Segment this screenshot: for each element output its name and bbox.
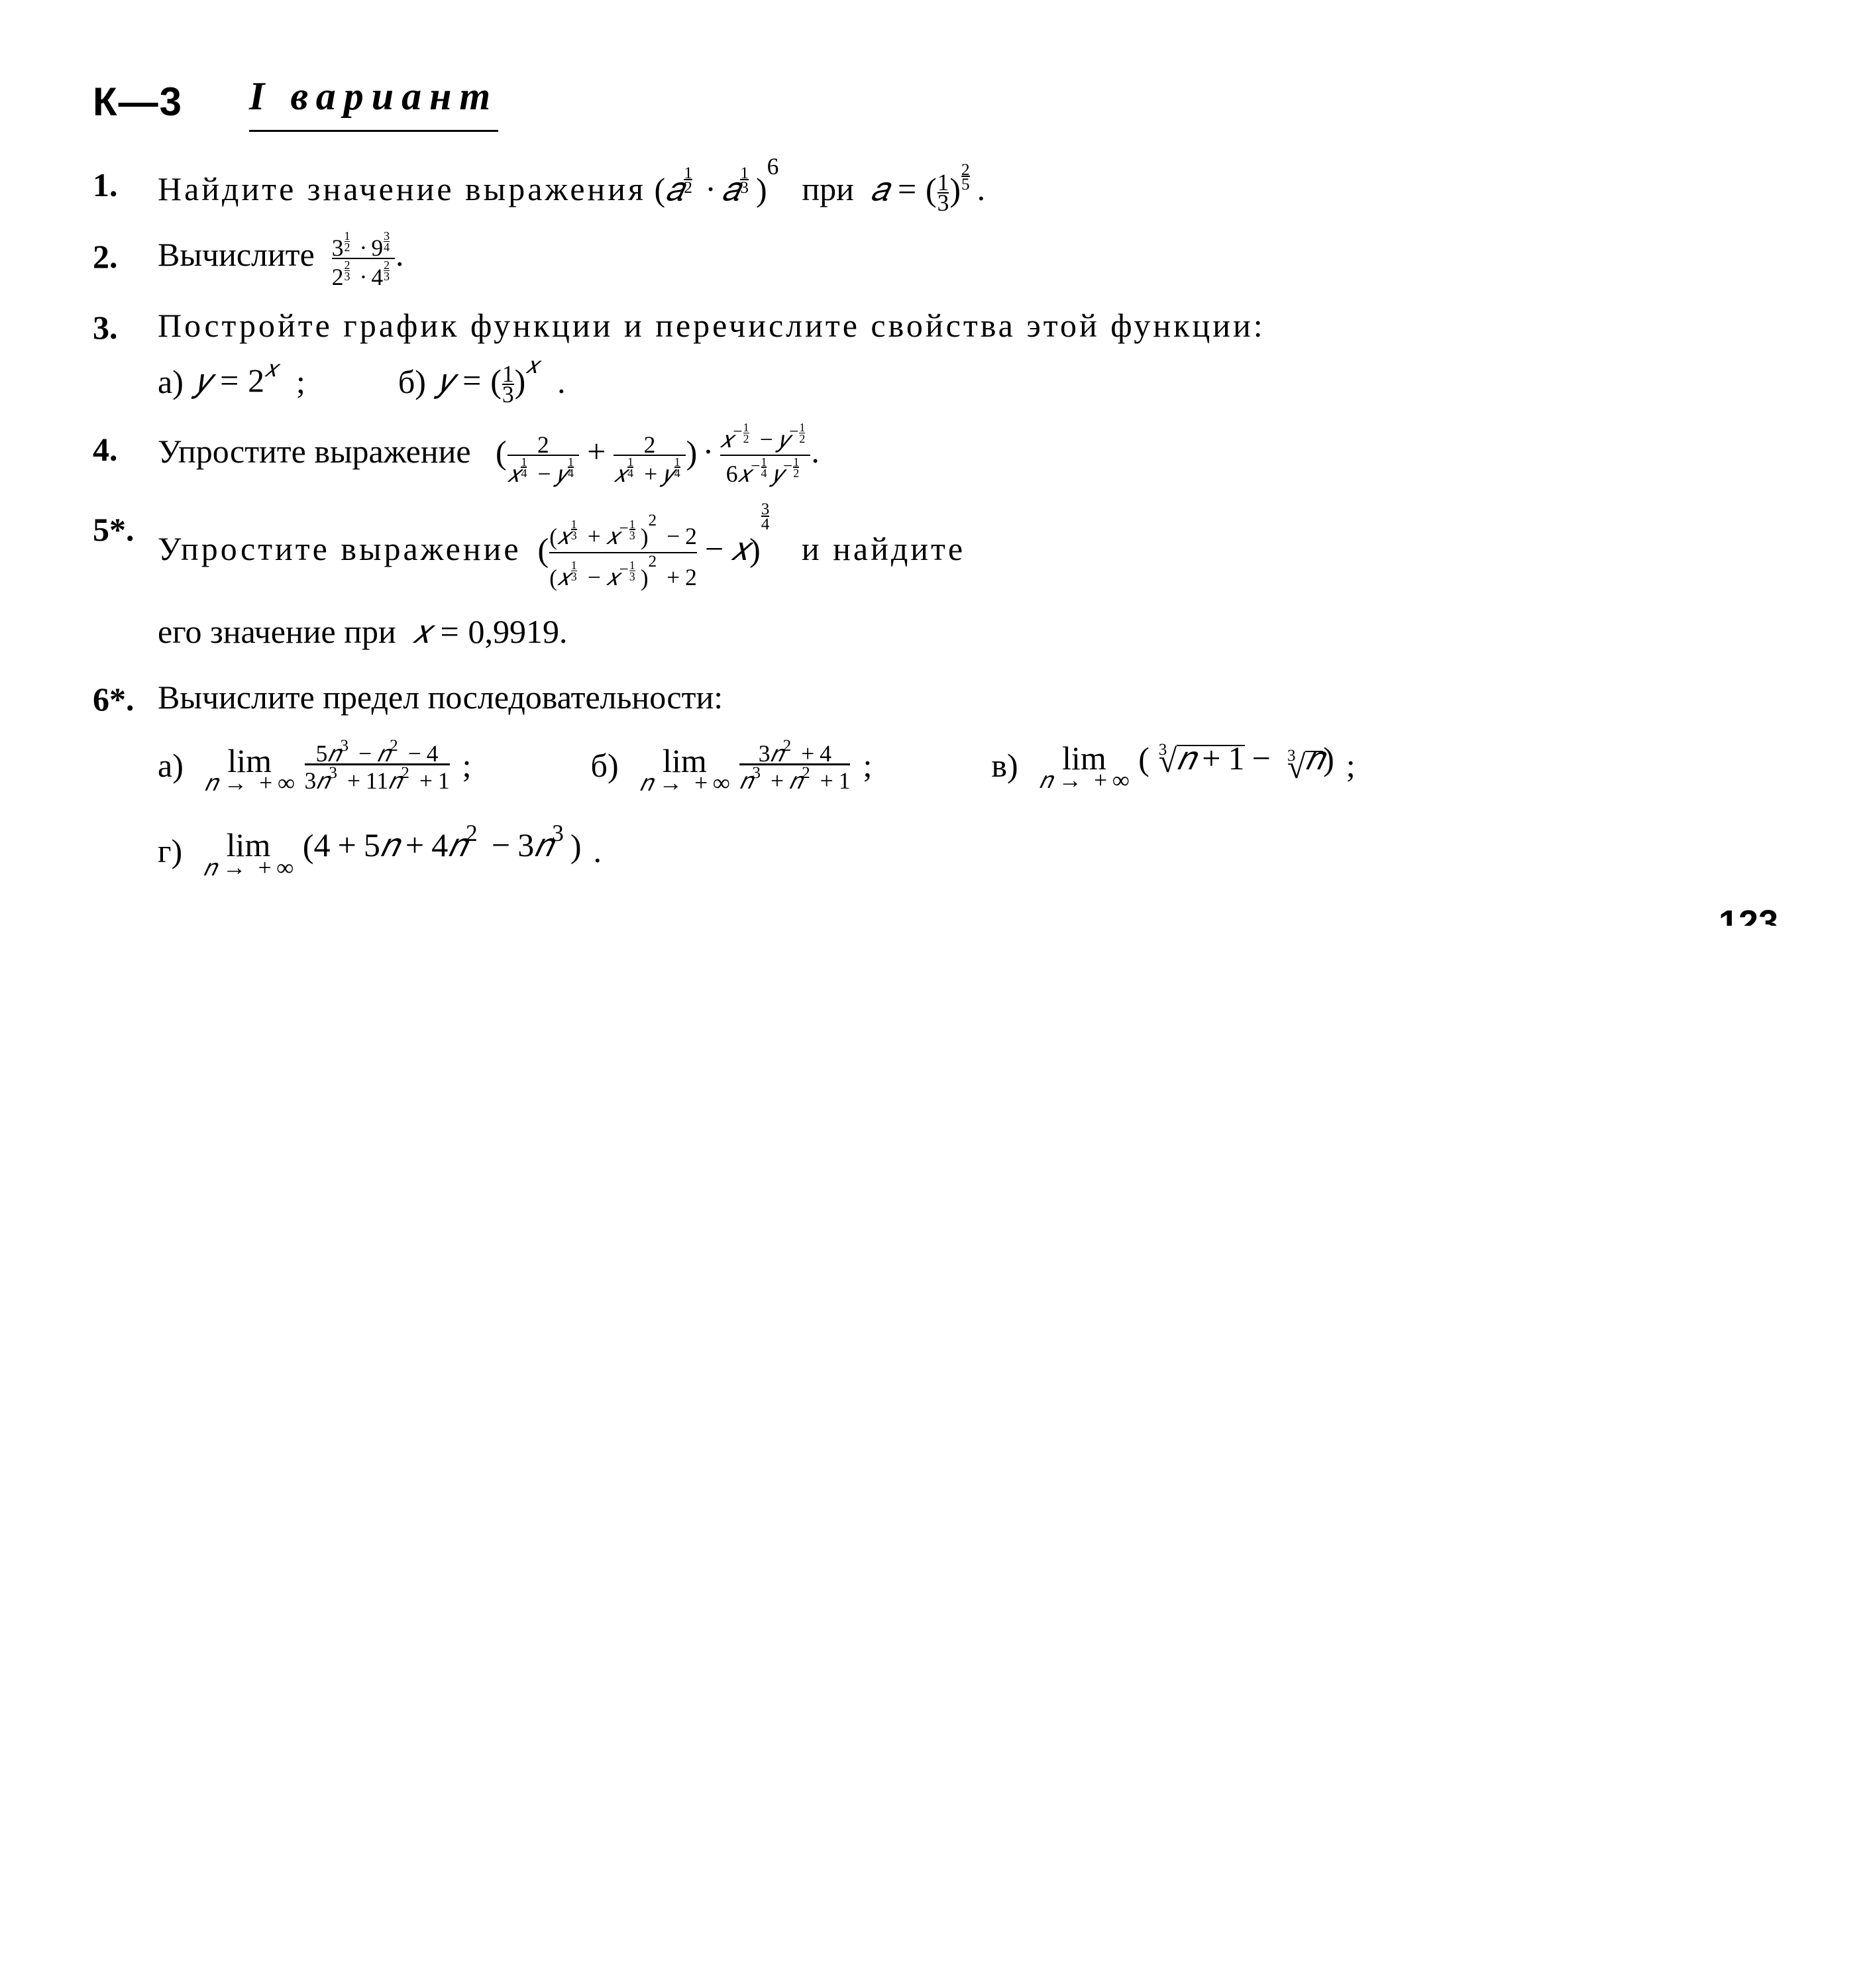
subitem-a: а) lim n→+∞ 5n3−n2−4 3n3+11n2+1 ; bbox=[158, 740, 472, 792]
sublabel: г) bbox=[158, 826, 182, 876]
problem-body: Вычислите 312 · 934 223 · 423 . bbox=[158, 230, 1791, 285]
sublabel: б) bbox=[591, 741, 619, 791]
problem-text: Упростите выражение bbox=[158, 433, 471, 470]
subitem-b: б) lim n→+∞ 3n2+4 n3+n2+1 ; bbox=[591, 740, 873, 792]
problem-5-continue: его значение при x=0,9919 . bbox=[158, 607, 1791, 657]
worksheet-header: К—3 I вариант bbox=[93, 66, 1791, 132]
subitems: а) lim n→+∞ 5n3−n2−4 3n3+11n2+1 ; б) bbox=[158, 740, 1791, 877]
problem-2: 2. Вычислите 312 · 934 223 · 423 . bbox=[93, 230, 1791, 285]
worksheet-code: К—3 bbox=[93, 72, 183, 132]
problem-3: 3. Постройте график функции и перечислит… bbox=[93, 301, 1791, 407]
problem-number: 6*. bbox=[93, 673, 139, 726]
expression-p6a: lim n→+∞ 5n3−n2−4 3n3+11n2+1 bbox=[195, 740, 451, 792]
problem-body: Упростите выражение ( 2 x14 − y14 + 2 x1… bbox=[158, 423, 1791, 487]
dot: . bbox=[811, 433, 820, 470]
problem-number: 3. bbox=[93, 301, 139, 354]
problem-1: 1. Найдите значение выражения ( a12 · a1… bbox=[93, 158, 1791, 214]
dot: . bbox=[557, 357, 566, 407]
problem-5: 5*. Упростите выражение ( ( x13 + x−13 bbox=[93, 503, 1791, 591]
problem-number: 4. bbox=[93, 423, 139, 476]
problem-body: Упростите выражение ( ( x13 + x−13 ) bbox=[158, 503, 1791, 591]
expression-p3b: y= (13) x bbox=[438, 362, 545, 402]
semicolon: ; bbox=[1346, 741, 1356, 791]
problem-text: и найдите bbox=[802, 530, 965, 567]
expression-p6v: lim n→+∞ ( n+13 − n3 ) bbox=[1030, 742, 1334, 790]
semicolon: ; bbox=[296, 357, 305, 407]
expression-p1a: ( a12 · a13 ) 6 bbox=[655, 158, 786, 208]
page-number: 123 bbox=[93, 897, 1791, 926]
problem-text: Вычислите bbox=[158, 236, 315, 273]
expression-p3a: y=2x bbox=[195, 365, 284, 399]
semicolon: ; bbox=[462, 741, 472, 791]
expression-p5: ( ( x13 + x−13 ) 2 −2 bbox=[538, 503, 777, 591]
sublabel: в) bbox=[991, 741, 1018, 791]
expression-p5x: x=0,9919 bbox=[413, 621, 559, 649]
problem-text: при bbox=[802, 170, 854, 207]
sublabel: б) bbox=[398, 357, 426, 407]
problem-text: Найдите значение выражения bbox=[158, 170, 646, 207]
problem-body: Постройте график функции и перечислите с… bbox=[158, 301, 1791, 407]
sublabel: а) bbox=[158, 357, 184, 407]
sublabel: а) bbox=[158, 741, 184, 791]
subitem-a: а) y=2x ; bbox=[158, 357, 305, 407]
problem-number: 1. bbox=[93, 158, 139, 211]
problem-6: 6*. Вычислите предел последовательности:… bbox=[93, 673, 1791, 877]
expression-p1b: a= (13) 25 bbox=[871, 164, 977, 211]
expression-p4: ( 2 x14 − y14 + 2 x14 + y14 bbox=[496, 423, 811, 487]
problem-4: 4. Упростите выражение ( 2 x14 − y14 + 2 bbox=[93, 423, 1791, 487]
worksheet-variant: I вариант bbox=[249, 66, 498, 132]
dot: . bbox=[977, 170, 986, 207]
semicolon: ; bbox=[863, 741, 872, 791]
dot: . bbox=[396, 236, 404, 273]
problem-text: Вычислите предел последовательности: bbox=[158, 679, 723, 716]
expression-p6b: lim n→+∞ 3n2+4 n3+n2+1 bbox=[631, 740, 851, 792]
subitem-b: б) y= (13) x . bbox=[398, 357, 566, 407]
dot: . bbox=[559, 613, 568, 650]
problem-number: 2. bbox=[93, 230, 139, 283]
expression-p6g: lim n→+∞ (4+5n+4n2−3n3) bbox=[194, 825, 581, 877]
problem-text: его значение при bbox=[158, 613, 396, 650]
problem-number: 5*. bbox=[93, 503, 139, 556]
subitem-g: г) lim n→+∞ (4+5n+4n2−3n3) . bbox=[158, 825, 602, 877]
problem-body: Вычислите предел последовательности: а) … bbox=[158, 673, 1791, 877]
subitem-v: в) lim n→+∞ ( n+13 − n3 ) ; bbox=[991, 740, 1355, 792]
problem-body: Найдите значение выражения ( a12 · a13 )… bbox=[158, 158, 1791, 214]
problem-text: Упростите выражение bbox=[158, 530, 521, 567]
expression-p2: 312 · 934 223 · 423 bbox=[331, 231, 396, 285]
subitems: а) y=2x ; б) y= (13) x . bbox=[158, 357, 1791, 407]
problem-text: Постройте график функции и перечислите с… bbox=[158, 307, 1265, 344]
dot: . bbox=[593, 826, 602, 876]
